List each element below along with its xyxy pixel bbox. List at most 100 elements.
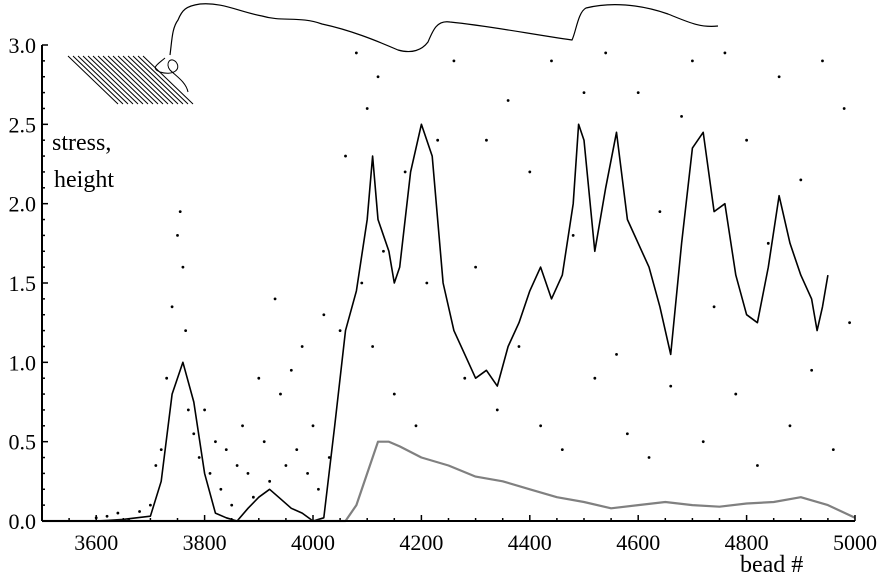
x-tick-label: 3800 <box>183 530 227 555</box>
scatter-point <box>262 440 266 444</box>
scatter-point <box>382 249 385 253</box>
inset-hatch-line <box>72 55 124 105</box>
scatter-point <box>214 440 217 444</box>
scatter-point <box>658 210 662 214</box>
scatter-point <box>821 59 824 63</box>
axes: 3600 3800 4000 4200 4400 4600 4800 5000 0.0 0.5 1… <box>9 33 878 555</box>
scatter-point <box>284 464 288 467</box>
black-series-line <box>42 123 829 522</box>
x-tick-label: 4200 <box>399 530 443 555</box>
inset-hatch-line <box>107 55 159 105</box>
x-axis-title: bead # <box>740 552 803 577</box>
y-tick-label: 3.0 <box>9 33 37 58</box>
scatter-point <box>636 91 640 94</box>
series-lines <box>42 123 856 523</box>
scatter-point <box>371 345 375 348</box>
scatter-point <box>311 424 315 428</box>
scatter-point <box>327 456 331 459</box>
scatter-point <box>550 59 553 63</box>
scatter-point <box>251 495 255 499</box>
scatter-point <box>149 503 152 507</box>
scatter-point <box>485 138 488 142</box>
y-tick-label: 0.5 <box>9 430 37 455</box>
scatter-point <box>506 99 510 102</box>
scatter-point <box>116 511 120 515</box>
y-tick-label: 1.0 <box>9 350 37 375</box>
scatter-point <box>842 107 846 110</box>
scatter-point <box>322 313 326 317</box>
y-tick-label: 2.5 <box>9 112 37 137</box>
scatter-point <box>192 432 196 436</box>
scatter-point <box>517 345 521 348</box>
scatter-point <box>203 408 207 412</box>
scatter-point <box>403 170 407 174</box>
scatter-point <box>300 345 304 348</box>
plot-area <box>42 51 856 523</box>
scatter-point <box>365 107 369 110</box>
gray-series-line <box>42 440 856 523</box>
scatter-point <box>154 464 158 467</box>
inset-curl <box>154 57 189 93</box>
scatter-point <box>436 138 440 142</box>
x-tick-label: 5000 <box>833 530 877 555</box>
y-tick-label: 1.5 <box>9 271 37 296</box>
scatter-point <box>669 384 673 388</box>
scatter-point <box>680 115 683 118</box>
scatter-point <box>701 440 705 444</box>
inset-hatch-line <box>97 55 149 105</box>
scatter-point <box>224 448 228 451</box>
scatter-point <box>647 456 651 459</box>
scatter-point <box>777 75 781 79</box>
scatter-point <box>745 138 748 142</box>
y-tick-label: 0.0 <box>9 509 37 534</box>
inset-hatch-line <box>77 55 129 105</box>
inset-hatch-line <box>102 55 154 105</box>
scatter-point <box>691 59 694 63</box>
scatter-point <box>208 472 212 475</box>
inset-hatch-line <box>132 55 184 105</box>
scatter-point <box>560 448 564 451</box>
inset-hatch-line <box>67 55 119 105</box>
inset-hatch-line <box>92 55 144 105</box>
scatter-point <box>766 241 770 245</box>
scatter-point <box>306 472 309 475</box>
scatter-point <box>528 170 532 174</box>
scatter-point <box>539 424 543 428</box>
scatter-point <box>571 234 575 237</box>
scatter-point <box>495 408 499 412</box>
scatter-point <box>317 487 320 491</box>
scatter-point <box>452 59 456 63</box>
scatter-point <box>463 376 467 380</box>
y-axis-ticks: 0.0 0.5 1.0 1.5 2.0 2.5 3.0 <box>9 33 48 534</box>
scatter-point <box>392 392 396 396</box>
scatter-point <box>799 178 803 182</box>
scatter-point <box>582 91 586 94</box>
scatter-point <box>279 392 282 396</box>
scatter-point <box>810 368 814 372</box>
scatter-point <box>831 448 835 451</box>
y-axis-title: stress, height <box>52 130 114 193</box>
scatter-point <box>273 297 277 301</box>
scatter-point <box>257 376 261 380</box>
scatter-point <box>219 487 223 491</box>
scatter-point <box>295 448 299 451</box>
scatter-point <box>848 321 851 325</box>
scatter-point <box>230 503 234 507</box>
y-axis-title-line-2: height <box>54 167 114 193</box>
scatter-point <box>184 329 188 332</box>
x-tick-label: 4400 <box>508 530 552 555</box>
scatter-point <box>268 479 272 483</box>
scatter-point <box>593 376 597 380</box>
scatter-point <box>354 51 358 55</box>
scatter-point <box>138 510 141 513</box>
x-tick-label: 3600 <box>74 530 118 555</box>
inset-hatch-line <box>122 55 174 105</box>
scatter-point <box>615 353 618 356</box>
scatter-point <box>176 234 179 237</box>
inset-hatched-block <box>67 55 194 105</box>
scatter-point <box>246 472 250 475</box>
scatter-point <box>756 464 759 467</box>
scatter-point <box>165 376 169 380</box>
scatter-point <box>105 514 109 518</box>
